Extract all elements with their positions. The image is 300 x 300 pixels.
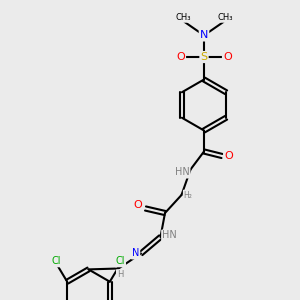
Text: CH₃: CH₃ [217, 13, 233, 22]
Text: O: O [223, 52, 232, 62]
Text: HN: HN [162, 230, 177, 241]
Text: O: O [134, 200, 142, 211]
Text: H₂: H₂ [184, 190, 193, 200]
Text: HN: HN [175, 167, 190, 178]
Text: Cl: Cl [116, 256, 125, 266]
Text: N: N [132, 248, 139, 259]
Text: Cl: Cl [52, 256, 62, 266]
Text: S: S [200, 52, 208, 62]
Text: O: O [224, 151, 233, 161]
Text: CH₃: CH₃ [175, 13, 191, 22]
Text: H: H [117, 270, 123, 279]
Text: N: N [200, 30, 208, 40]
Text: O: O [176, 52, 185, 62]
